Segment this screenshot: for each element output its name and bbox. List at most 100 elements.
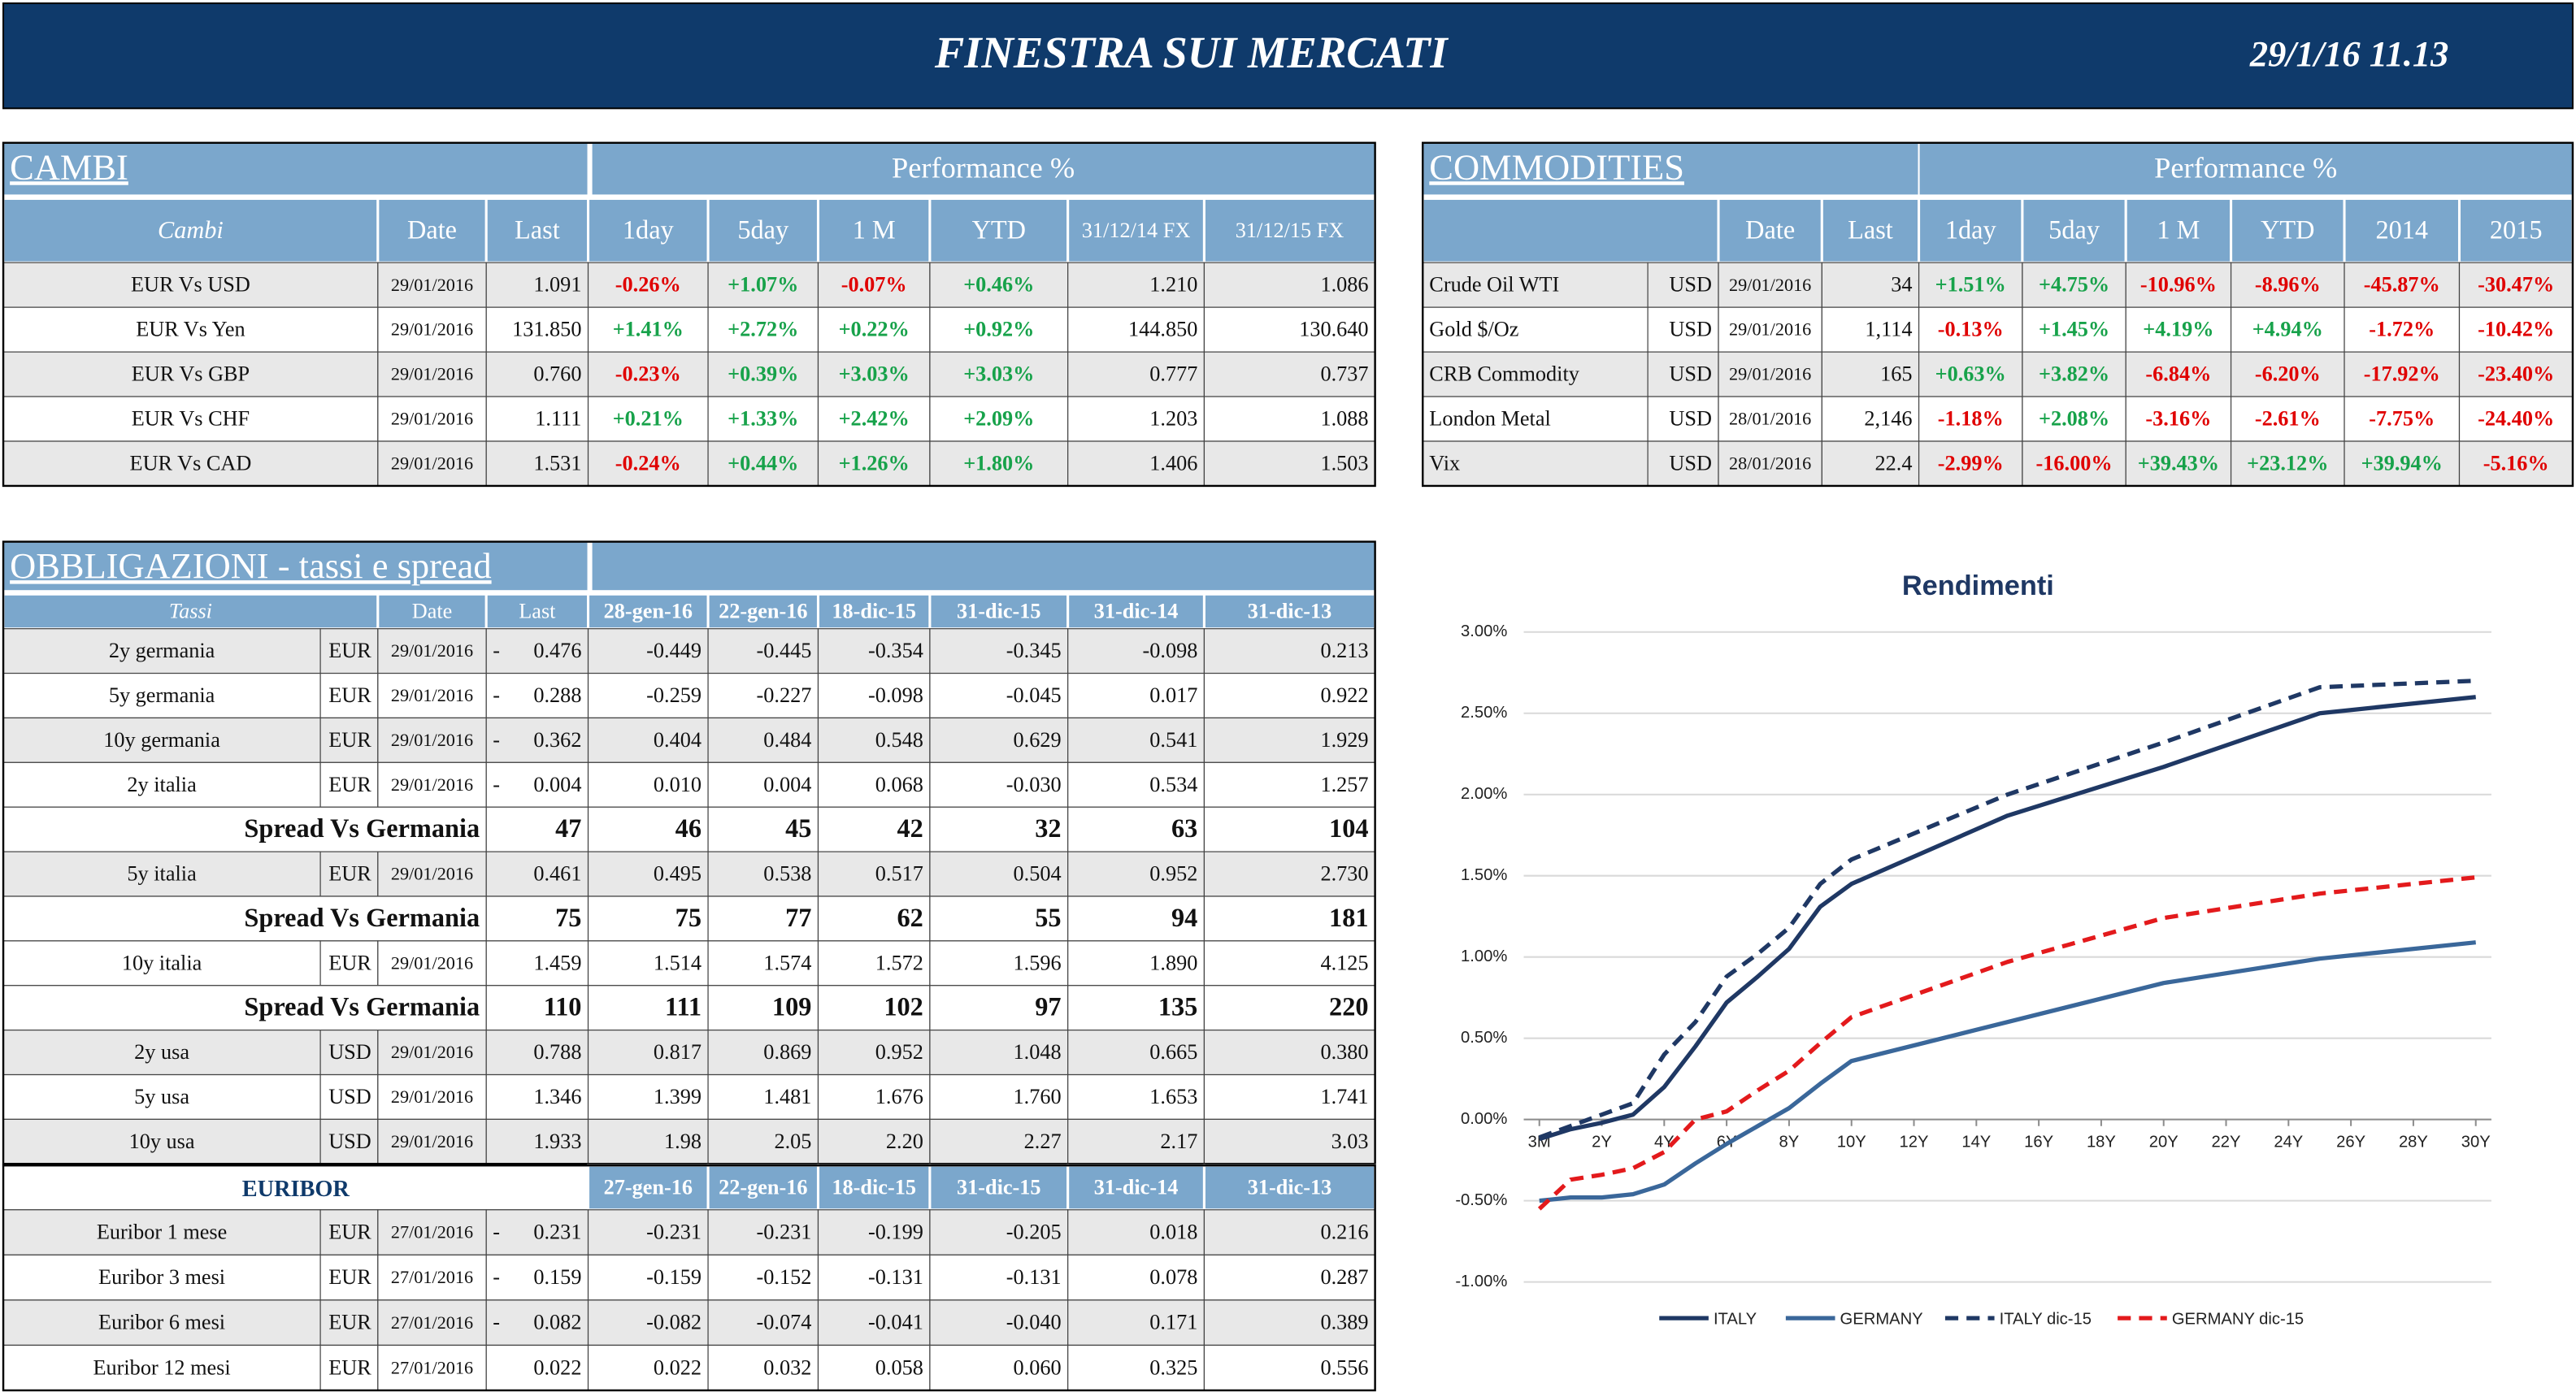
cell [1067,1030,1205,1076]
cell-text: 1.111 [535,407,581,431]
column-header-text: 31/12/15 FX [1236,219,1344,242]
cell-text: -0.231 [646,1221,702,1244]
cell-text: +2.72% [728,318,798,341]
cell-text: 1.98 [664,1130,702,1153]
y-tick-label: -1.00% [1455,1273,1507,1290]
column-header-text: Last [519,600,556,623]
cell-text: 2y italia [127,773,197,796]
cell-text: 0.495 [654,862,702,886]
cell-text: 2y usa [134,1040,189,1064]
cell-text: EUR [328,1265,371,1289]
cell-text: 55 [1035,903,1061,932]
cell [929,306,1069,353]
cell-text: 2.05 [774,1130,811,1153]
cell-text: 220 [1329,992,1368,1021]
cell-text: -0.345 [1006,639,1062,662]
cell-text: EUR Vs CAD [130,452,252,475]
cell [377,851,487,897]
cell-text: 0.078 [1149,1265,1197,1289]
column-header-text: 31-dic-14 [1094,600,1179,623]
cell-text: 0.010 [654,773,702,796]
cell-text: Vix [1429,452,1460,475]
cell [1203,1299,1376,1346]
cell [2,1030,321,1076]
cell [1647,396,1719,442]
cell [587,851,709,897]
sign: - [493,1221,500,1244]
legend-label: GERMANY [1840,1310,1924,1328]
cell-text: -45.87% [2364,273,2440,297]
cell [929,628,1069,674]
cell [1067,806,1205,852]
cell-text: EUR Vs CHF [132,407,250,431]
cell-text: 0.737 [1320,362,1368,386]
column-header [1202,197,1377,264]
cell-text: 2.20 [886,1130,923,1153]
cell-text: 165 [1880,362,1912,386]
cell [2022,351,2126,397]
cell [485,1118,589,1164]
cell-text: 1.399 [654,1085,702,1108]
cell [2022,440,2126,487]
cell-text: USD [1669,273,1712,297]
column-header-text: 28-gen-16 [604,600,693,623]
cell [485,717,589,763]
cell-text: +0.22% [839,318,910,341]
cell-text: USD [1669,362,1712,386]
cell [817,351,931,397]
cell-text: 0.665 [1149,1040,1197,1064]
spread-label: Spread Vs Germania [244,903,480,932]
cell-text: -0.082 [646,1311,702,1334]
cell [817,851,931,897]
cell-text: EUR [328,862,371,886]
cell-text: 0.869 [763,1040,811,1064]
cell-text: 144.850 [1128,318,1197,341]
cell-text: 1.459 [533,951,581,974]
cell-text: 29/01/2016 [1729,364,1811,384]
cell [707,985,819,1031]
cell [1067,717,1205,763]
section-title-filler [590,540,1376,592]
cell [817,440,931,487]
cell [2230,440,2345,487]
cell [1718,396,1822,442]
cell [1203,985,1376,1031]
timestamp: 29/1/16 11.13 [2249,33,2448,74]
cell-text: 29/01/2016 [391,409,473,429]
cell [929,262,1069,308]
cell-text: -0.098 [868,683,923,707]
cell-text: 0.504 [1014,862,1062,886]
cell-text: 0.541 [1149,728,1197,752]
cell-text: 130.640 [1299,318,1368,341]
column-header-text: Tassi [169,600,212,623]
spread-label: Spread Vs Germania [244,813,480,843]
column-header [2,592,380,631]
cell-text: 27/01/2016 [391,1357,473,1377]
cell-text: -0.030 [1006,773,1062,796]
cell [1918,440,2023,487]
cell [1067,895,1205,942]
cell [1203,672,1376,719]
cell [377,717,487,763]
cell [2458,351,2574,397]
cell [587,1073,709,1121]
cell-text: +0.46% [963,273,1034,297]
cell-text: -2.99% [1938,452,2004,475]
cell-text: 29/01/2016 [391,730,473,750]
cell [587,985,709,1031]
column-header [484,592,590,631]
section-title-cell [2,141,589,197]
cell [485,1209,589,1255]
x-tick-label: 16Y [2024,1133,2053,1151]
cell-text: -0.152 [757,1265,812,1289]
x-tick-label: 14Y [1961,1133,1991,1151]
cell [707,940,819,987]
cell [1067,262,1205,308]
x-tick-label: 24Y [2274,1133,2303,1151]
cell [485,985,589,1031]
cell [1203,1030,1376,1076]
column-header-text: 18-dic-15 [832,600,916,623]
y-tick-label: 2.00% [1461,785,1507,803]
cell [817,672,931,719]
cell [1203,851,1376,897]
